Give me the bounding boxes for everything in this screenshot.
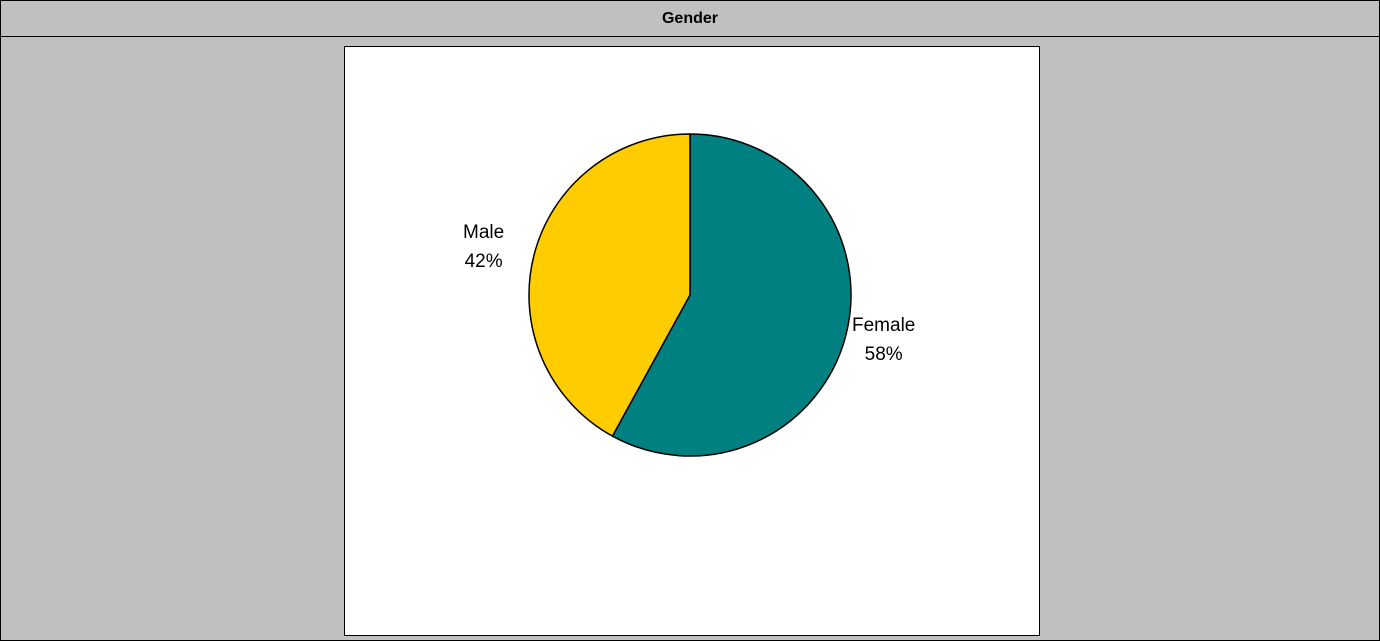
slice-label-female: Female 58% — [852, 311, 915, 369]
slice-label-male: Male 42% — [463, 218, 504, 276]
slice-name-male: Male — [463, 222, 505, 243]
pie-slice-female — [611, 133, 852, 457]
chart-area: Female 58% Male 42% — [344, 46, 1040, 636]
slice-name-female: Female — [852, 315, 916, 336]
slice-percent-female: 58% — [864, 344, 903, 365]
pie-chart — [528, 133, 852, 457]
slice-percent-male: 42% — [464, 251, 503, 272]
pie-slice-male — [528, 133, 691, 437]
chart-title: Gender — [1, 1, 1379, 37]
